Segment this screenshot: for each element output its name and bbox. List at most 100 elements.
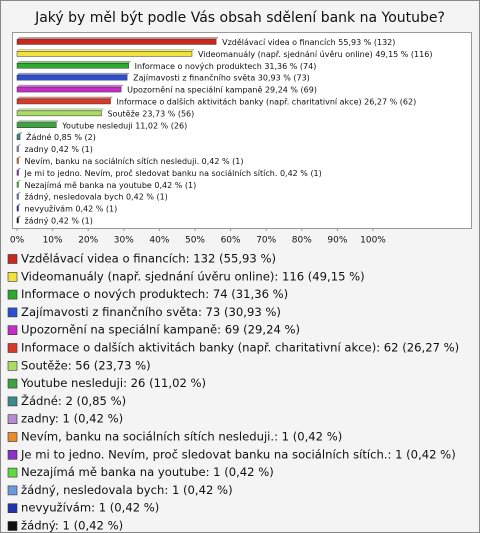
- legend-swatch: [7, 360, 18, 371]
- bar-value-label: 11,02 % (26): [135, 121, 187, 130]
- bar-value-label: 30,93 % (73): [258, 73, 310, 82]
- chart-title: Jaký by měl být podle Vás obsah sdělení …: [34, 10, 445, 26]
- bar: [16, 122, 57, 128]
- x-tick-label: 50%: [185, 236, 205, 246]
- bar-value-label: 0,85 % (2): [54, 133, 96, 142]
- legend-swatch: [7, 325, 18, 336]
- bar-label: Soutěže 23,73 % (56): [107, 109, 194, 118]
- x-tick-label: 10%: [43, 236, 63, 246]
- bar-label-category: Informace o dalších aktivitách banky (na…: [117, 96, 362, 106]
- bar: [16, 217, 19, 224]
- legend-label: Informace o nových produktech: 74 (31,36…: [21, 287, 288, 301]
- legend-swatch: [7, 343, 18, 353]
- bar-value-label: 55,93 % (132): [338, 37, 395, 46]
- legend-swatch: [7, 307, 18, 318]
- bar-label-category: Zajímavosti z finančního světa: [133, 72, 255, 82]
- bar-value-label: 26,27 % (62): [364, 97, 416, 106]
- x-tick-label: 40%: [149, 236, 169, 246]
- legend-label: nevyužívám: 1 (0,42 %): [21, 501, 159, 515]
- bar-value-label: 29,24 % (69): [265, 85, 317, 94]
- bar-value-label: 31,36 % (74): [264, 61, 316, 70]
- legend-label: Nevím, banku na sociálních sítích nesled…: [21, 430, 342, 444]
- bar: [16, 134, 21, 140]
- x-tick-label: 100%: [360, 236, 386, 246]
- bar: [16, 86, 122, 93]
- bar-label: Informace o nových produktech 31,36 % (7…: [135, 61, 317, 70]
- x-tick-label: 70%: [256, 236, 276, 246]
- legend-label: zadny: 1 (0,42 %): [21, 412, 123, 426]
- legend-label: Vzdělávací videa o financích: 132 (55,93…: [21, 252, 276, 266]
- bar-label: Nevím, banku na sociálních sítích nesled…: [24, 156, 243, 165]
- legend-label: Youtube nesleduji: 26 (11,02 %): [20, 376, 206, 390]
- legend-swatch: [7, 414, 18, 425]
- bar-label: Nezajímá mě banka na youtube 0,42 % (1): [24, 180, 196, 189]
- bar-top: [16, 49, 195, 52]
- x-tick-label: 80%: [292, 236, 312, 246]
- bar-top: [16, 108, 104, 112]
- bar: [16, 63, 129, 69]
- bar-label: žádný 0,42 % (1): [24, 216, 92, 225]
- legend-swatch: [7, 503, 18, 514]
- bar-label: žádný, nesledovala bych 0,42 % (1): [24, 192, 167, 201]
- bar-value-label: 0,42 % (1): [280, 168, 322, 177]
- bar: [16, 182, 19, 188]
- legend-label: Informace o dalších aktivitách banky (na…: [21, 341, 459, 355]
- legend-label: Nezajímá mě banka na youtube: 1 (0,42 %): [21, 465, 274, 479]
- legend-label: žádný, nesledovala bych: 1 (0,42 %): [21, 483, 233, 497]
- x-tick-label: 30%: [114, 236, 134, 246]
- bar-label: nevyužívám 0,42 % (1): [24, 204, 117, 213]
- legend-label: Videomanuály (např. sjednání úvěru onlin…: [21, 269, 365, 283]
- bar: [16, 51, 193, 57]
- bar-label: zadny 0,42 % (1): [24, 145, 92, 154]
- bar-label-category: žádný, nesledovala bych: [24, 192, 123, 201]
- bar-value-label: 0,42 % (1): [154, 180, 196, 189]
- bar-label: Žádné 0,85 % (2): [26, 131, 96, 142]
- legend-swatch: [7, 521, 18, 531]
- bar-value-label: 0,42 % (1): [202, 156, 244, 165]
- bar-value-label: 49,15 % (116): [375, 49, 432, 58]
- x-tick-label: 90%: [327, 236, 347, 246]
- bar-label: Videomanuály (např. sjednání úvěru onlin…: [198, 49, 432, 58]
- bar-value-label: 0,42 % (1): [51, 216, 93, 225]
- bar-label-category: Je mi to jedno. Nevím, proč sledovat ban…: [23, 167, 277, 177]
- legend-label: Je mi to jedno. Nevím, proč sledovat ban…: [20, 447, 456, 461]
- bar-label-category: Soutěže: [107, 109, 139, 118]
- bar-top: [16, 120, 59, 123]
- legend-label: Soutěže: 56 (23,73 %): [21, 358, 151, 372]
- bar-label-category: Žádné: [26, 131, 52, 142]
- bar-label-category: zadny: [24, 145, 48, 154]
- bar-value-label: 0,42 % (1): [75, 204, 117, 213]
- bar-label: Informace o dalších aktivitách banky (na…: [117, 96, 417, 106]
- bar: [16, 170, 19, 176]
- bar-top: [16, 37, 219, 40]
- bar-label: Youtube nesleduji 11,02 % (26): [61, 121, 187, 130]
- bar: [16, 193, 19, 200]
- bar-label-category: žádný: [24, 216, 48, 225]
- bar-top: [16, 72, 130, 76]
- bar-top: [16, 84, 124, 88]
- bar-top: [16, 61, 132, 64]
- legend-swatch: [7, 485, 18, 496]
- bar: [16, 158, 19, 164]
- legend-swatch: [7, 467, 18, 478]
- bar-value-label: 0,42 % (1): [51, 145, 93, 154]
- x-tick-label: 20%: [78, 236, 98, 246]
- bar-label-category: Nezajímá mě banka na youtube: [24, 180, 151, 189]
- bar-label-category: nevyužívám: [24, 204, 73, 213]
- bar-label-category: Videomanuály (např. sjednání úvěru onlin…: [198, 49, 373, 58]
- bar-label-category: Upozornění na speciální kampaně: [127, 85, 262, 94]
- bar: [16, 74, 128, 81]
- x-tick-label: 0%: [10, 236, 25, 246]
- bar: [16, 205, 19, 212]
- bar-value-label: 0,42 % (1): [126, 192, 168, 201]
- bar: [16, 146, 19, 152]
- legend-label: Žádné: 2 (0,85 %): [21, 393, 126, 408]
- bar-label-category: Youtube nesleduji: [61, 121, 132, 130]
- legend-swatch: [7, 289, 18, 300]
- bar-label: Upozornění na speciální kampaně 29,24 % …: [127, 85, 317, 94]
- legend-label: Upozornění na speciální kampaně: 69 (29,…: [21, 323, 300, 337]
- bar-label: Vzdělávací videa o financích 55,93 % (13…: [222, 37, 395, 46]
- bar: [16, 98, 111, 105]
- bar: [16, 110, 102, 117]
